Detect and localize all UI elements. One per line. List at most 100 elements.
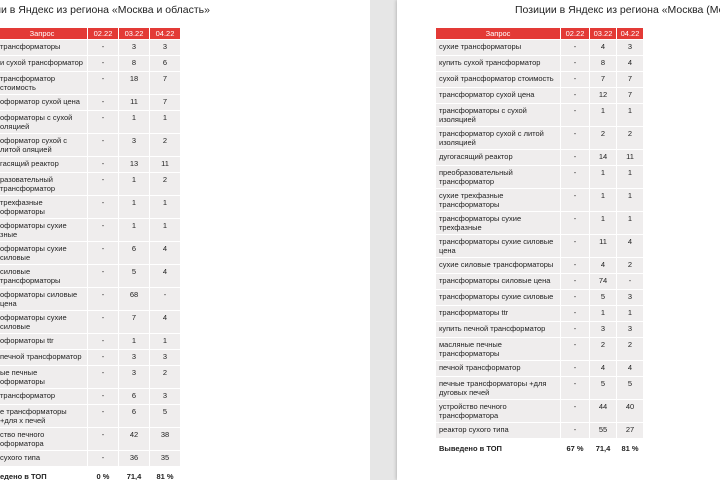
- value-cell: 6: [119, 405, 149, 427]
- value-cell: -: [561, 212, 589, 234]
- total-cell: едено в ТОП: [0, 467, 87, 480]
- query-cell: трансформаторы сухие силовые: [436, 290, 560, 305]
- value-cell: 36: [119, 451, 149, 466]
- query-cell: купить сухой трансформатор: [436, 56, 560, 71]
- value-cell: 13: [119, 157, 149, 172]
- value-cell: 8: [119, 56, 149, 71]
- value-cell: -: [561, 290, 589, 305]
- row: масляные печные трансформаторы -2 2: [436, 338, 643, 360]
- value-cell: 8: [590, 56, 616, 71]
- header-cell: Запрос: [436, 28, 560, 39]
- value-cell: 1: [617, 306, 643, 321]
- value-cell: 7: [150, 72, 180, 94]
- value-cell: -: [88, 134, 118, 156]
- row: трансформаторы сухие силовые цена -11 4: [436, 235, 643, 257]
- value-cell: 4: [590, 258, 616, 273]
- value-cell: 3: [119, 350, 149, 365]
- query-cell: трансформаторы силовые цена: [436, 274, 560, 289]
- row: оформаторы ttr -1 1: [0, 334, 180, 349]
- query-cell: сухие трехфазные трансформаторы: [436, 189, 560, 211]
- row: сухие трансформаторы -4 3: [436, 40, 643, 55]
- value-cell: 5: [119, 265, 149, 287]
- query-cell: силовые трансформаторы: [0, 265, 87, 287]
- value-cell: -: [561, 127, 589, 149]
- value-cell: -: [561, 258, 589, 273]
- total-row: едено в ТОП 0 % 71,4 81 %: [0, 467, 180, 480]
- row: силовые трансформаторы -5 4: [0, 265, 180, 287]
- row: разовательный трансформатор -1 2: [0, 173, 180, 195]
- query-cell: трехфазные оформаторы: [0, 196, 87, 218]
- row: трансформаторы -3 3: [0, 40, 180, 55]
- value-cell: -: [88, 389, 118, 404]
- row: оформаторы сухие силовые -6 4: [0, 242, 180, 264]
- row: печной трансформатор -4 4: [436, 361, 643, 376]
- value-cell: -: [88, 350, 118, 365]
- row: купить сухой трансформатор -8 4: [436, 56, 643, 71]
- query-cell: дугогасящий реактор: [436, 150, 560, 165]
- query-cell: сухой трансформатор стоимость: [436, 72, 560, 87]
- value-cell: 3: [119, 40, 149, 55]
- total-row: Выведено в ТОП 67 % 71,4 81 %: [436, 439, 643, 458]
- value-cell: 2: [150, 134, 180, 156]
- value-cell: 14: [590, 150, 616, 165]
- value-cell: 1: [119, 334, 149, 349]
- value-cell: -: [561, 104, 589, 126]
- row: преобразовательный трансформатор -1 1: [436, 166, 643, 188]
- row: оформаторы сухие силовые -7 4: [0, 311, 180, 333]
- value-cell: 1: [590, 189, 616, 211]
- table: Запрос 02.22 03.22 04.22 сухие трансформатор…: [435, 27, 644, 459]
- value-cell: -: [88, 95, 118, 110]
- value-cell: -: [561, 322, 589, 337]
- total-cell: 71,4: [590, 439, 616, 458]
- query-cell: оформатор сухой с литой оляцией: [0, 134, 87, 156]
- value-cell: 3: [617, 290, 643, 305]
- value-cell: -: [561, 166, 589, 188]
- row: трансформатор стоимость -18 7: [0, 72, 180, 94]
- value-cell: 1: [590, 212, 616, 234]
- row: сухой трансформатор стоимость -7 7: [436, 72, 643, 87]
- value-cell: -: [88, 265, 118, 287]
- value-cell: 4: [150, 242, 180, 264]
- query-cell: трансформатор сухой цена: [436, 88, 560, 103]
- value-cell: 2: [150, 366, 180, 388]
- row: сухие силовые трансформаторы -4 2: [436, 258, 643, 273]
- query-cell: оформаторы сухие силовые: [0, 311, 87, 333]
- row: и сухой трансформатор -8 6: [0, 56, 180, 71]
- header-cell: 04.22: [617, 28, 643, 39]
- row: трансформаторы сухие трехфазные -1 1: [436, 212, 643, 234]
- table: Запрос 02.22 03.22 04.22 трансформаторы -3 3 и …: [0, 27, 181, 480]
- value-cell: 11: [617, 150, 643, 165]
- value-cell: 2: [617, 127, 643, 149]
- row: реактор сухого типа -55 27: [436, 423, 643, 438]
- value-cell: 3: [150, 40, 180, 55]
- query-cell: сухие трансформаторы: [436, 40, 560, 55]
- query-cell: трансформаторы: [0, 40, 87, 55]
- value-cell: 55: [590, 423, 616, 438]
- value-cell: 7: [617, 72, 643, 87]
- value-cell: 5: [150, 405, 180, 427]
- query-cell: трансформаторы сухие трехфазные: [436, 212, 560, 234]
- row: трансформаторы ttr -1 1: [436, 306, 643, 321]
- query-cell: оформаторы сухие зные: [0, 219, 87, 241]
- query-cell: ые печные оформаторы: [0, 366, 87, 388]
- value-cell: -: [561, 400, 589, 422]
- query-cell: разовательный трансформатор: [0, 173, 87, 195]
- row: оформатор сухой с литой оляцией -3 2: [0, 134, 180, 156]
- row: оформаторы силовые цена -68-: [0, 288, 180, 310]
- query-cell: печные трансформаторы +для дуговых печей: [436, 377, 560, 399]
- value-cell: -: [561, 235, 589, 257]
- value-cell: 3: [617, 322, 643, 337]
- query-cell: сухого типа: [0, 451, 87, 466]
- value-cell: -: [88, 111, 118, 133]
- value-cell: 6: [119, 389, 149, 404]
- value-cell: 1: [119, 111, 149, 133]
- header-cell: 02.22: [561, 28, 589, 39]
- query-cell: трансформаторы ttr: [436, 306, 560, 321]
- row: трансформаторы силовые цена -74-: [436, 274, 643, 289]
- value-cell: 3: [119, 134, 149, 156]
- row: трансформатор -6 3: [0, 389, 180, 404]
- query-cell: устройство печного трансформатора: [436, 400, 560, 422]
- value-cell: -: [88, 311, 118, 333]
- query-cell: масляные печные трансформаторы: [436, 338, 560, 360]
- value-cell: -: [88, 157, 118, 172]
